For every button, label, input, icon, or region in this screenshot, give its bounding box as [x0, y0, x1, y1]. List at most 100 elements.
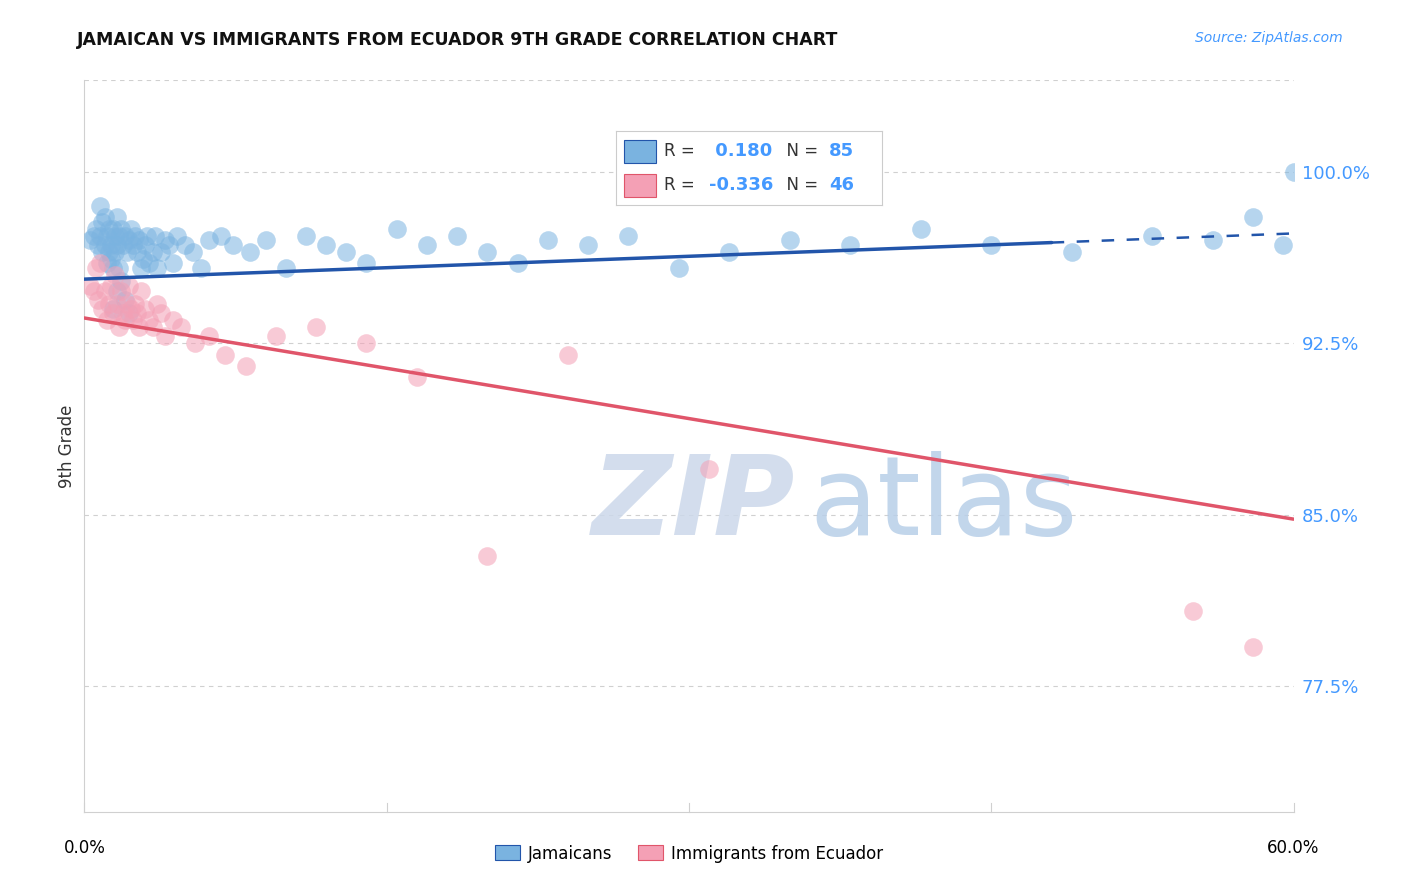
- Point: [239, 244, 262, 259]
- Point: [91, 301, 114, 316]
- Point: [114, 228, 136, 243]
- Point: [115, 297, 138, 311]
- Point: [138, 313, 160, 327]
- Point: [91, 215, 114, 229]
- Point: [96, 256, 118, 270]
- Point: [79, 233, 101, 247]
- Point: [222, 238, 245, 252]
- Point: [87, 238, 110, 252]
- Point: [190, 260, 212, 275]
- Point: [181, 244, 204, 259]
- Point: [537, 233, 560, 247]
- Point: [477, 244, 499, 259]
- Text: ZIP: ZIP: [592, 451, 796, 558]
- Point: [104, 228, 127, 243]
- Point: [79, 279, 101, 293]
- Point: [121, 313, 143, 327]
- Point: [89, 228, 111, 243]
- Point: [146, 297, 169, 311]
- Point: [125, 244, 148, 259]
- Point: [170, 320, 193, 334]
- Point: [446, 228, 468, 243]
- Point: [118, 279, 141, 293]
- Point: [198, 329, 221, 343]
- Point: [91, 244, 114, 259]
- Point: [305, 320, 328, 334]
- Point: [128, 320, 150, 334]
- Point: [100, 238, 122, 252]
- Y-axis label: 9th Grade: 9th Grade: [58, 404, 76, 488]
- Point: [97, 222, 120, 236]
- Point: [97, 244, 120, 259]
- Point: [120, 301, 142, 316]
- Point: [153, 329, 176, 343]
- Point: [356, 336, 378, 351]
- Point: [120, 222, 142, 236]
- Point: [107, 260, 129, 275]
- Text: 60.0%: 60.0%: [1267, 839, 1320, 857]
- Point: [105, 297, 128, 311]
- Text: 0.0%: 0.0%: [63, 839, 105, 857]
- Point: [157, 238, 180, 252]
- Point: [101, 306, 124, 320]
- Point: [153, 233, 176, 247]
- Point: [910, 222, 932, 236]
- Point: [146, 260, 169, 275]
- Point: [114, 313, 136, 327]
- Point: [101, 222, 124, 236]
- Point: [100, 279, 122, 293]
- Point: [135, 228, 157, 243]
- Point: [1241, 640, 1264, 654]
- Point: [1272, 238, 1295, 252]
- Point: [101, 301, 124, 316]
- Point: [128, 233, 150, 247]
- Point: [104, 268, 127, 282]
- Point: [668, 260, 690, 275]
- Point: [138, 256, 160, 270]
- Point: [162, 256, 184, 270]
- Point: [385, 222, 408, 236]
- Point: [274, 260, 297, 275]
- Point: [105, 238, 128, 252]
- Point: [93, 211, 115, 225]
- Point: [406, 370, 429, 384]
- Point: [134, 238, 156, 252]
- Point: [162, 313, 184, 327]
- Point: [86, 260, 108, 275]
- Point: [1181, 603, 1204, 617]
- Point: [110, 222, 132, 236]
- Point: [335, 244, 357, 259]
- Point: [110, 274, 132, 288]
- Point: [89, 256, 111, 270]
- Point: [111, 238, 134, 252]
- Point: [134, 301, 156, 316]
- Point: [1282, 164, 1305, 178]
- Point: [1142, 228, 1164, 243]
- Point: [315, 238, 337, 252]
- Point: [97, 297, 120, 311]
- Point: [104, 244, 127, 259]
- Point: [89, 199, 111, 213]
- Text: atlas: atlas: [810, 451, 1078, 558]
- Point: [1060, 244, 1083, 259]
- Point: [124, 297, 146, 311]
- Point: [718, 244, 741, 259]
- Point: [101, 260, 124, 275]
- Point: [86, 222, 108, 236]
- Point: [839, 238, 862, 252]
- Point: [356, 256, 378, 270]
- Point: [143, 228, 166, 243]
- Point: [107, 320, 129, 334]
- Point: [235, 359, 257, 373]
- Point: [149, 306, 172, 320]
- Point: [93, 284, 115, 298]
- Text: Source: ZipAtlas.com: Source: ZipAtlas.com: [1195, 31, 1343, 45]
- Point: [121, 238, 143, 252]
- Point: [174, 238, 197, 252]
- Point: [105, 284, 128, 298]
- Point: [1241, 211, 1264, 225]
- Point: [93, 238, 115, 252]
- Point: [617, 228, 640, 243]
- Point: [506, 256, 529, 270]
- Point: [697, 462, 720, 476]
